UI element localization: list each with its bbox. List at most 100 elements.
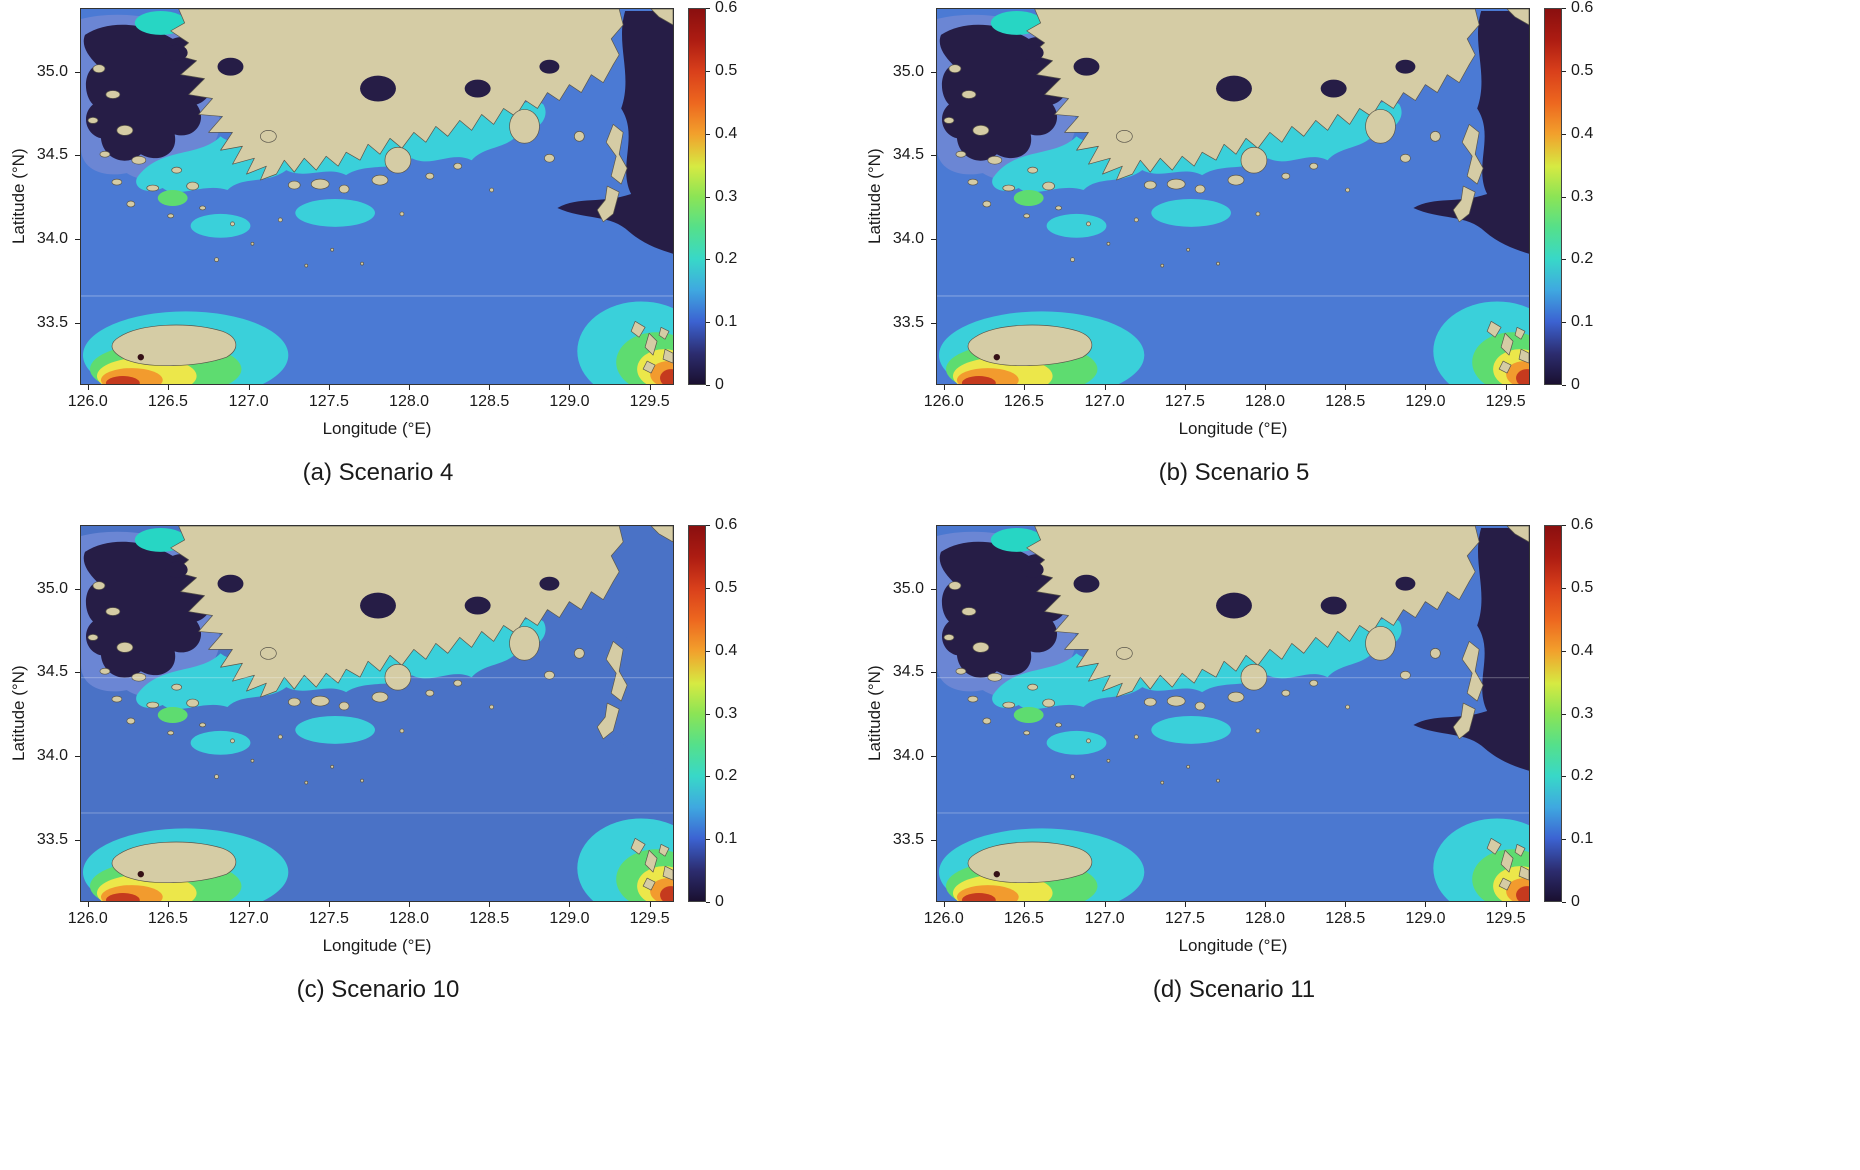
panel-caption: (b) Scenario 5	[1158, 459, 1310, 486]
colorbar-tick: 0.1	[705, 830, 738, 848]
x-axis-ticks: 126.0 126.5 127.0 127.5 128.0 128.5 129.…	[924, 902, 1530, 932]
y-tick: 34.0	[36, 230, 81, 248]
colorbar-tick: 0.3	[1561, 704, 1594, 722]
colorbar-tick: 0.2	[705, 250, 738, 268]
contour-map-scenario-11	[936, 525, 1530, 902]
colorbar-tick: 0.4	[705, 124, 738, 142]
x-tick: 129.5	[1485, 902, 1526, 927]
colorbar-tick: 0.1	[1561, 313, 1594, 331]
x-tick: 127.0	[228, 902, 269, 927]
x-tick: 128.0	[1245, 385, 1286, 410]
panel-caption: (a) Scenario 4	[302, 459, 454, 486]
panel-caption: (c) Scenario 10	[296, 976, 460, 1003]
figure-grid: Latitude (°N) 35.0 34.5 34.0 33.5 0.6 0.…	[6, 0, 1860, 1018]
y-tick: 33.5	[892, 314, 937, 332]
x-axis-label: Longitude (°E)	[1178, 419, 1288, 438]
x-tick: 128.5	[1325, 902, 1366, 927]
map-canvas	[81, 526, 673, 901]
colorbar-tick: 0.2	[1561, 767, 1594, 785]
contour-map-scenario-10	[80, 525, 674, 902]
colorbar-tick: 0.6	[1561, 516, 1594, 533]
panel-scenario-4: Latitude (°N) 35.0 34.5 34.0 33.5 0.6 0.…	[6, 0, 746, 501]
colorbar-tick: 0.2	[705, 767, 738, 785]
contour-map-scenario-5	[936, 8, 1530, 385]
y-tick: 35.0	[36, 580, 81, 598]
panel-scenario-5: Latitude (°N) 35.0 34.5 34.0 33.5 0.6 0.…	[862, 0, 1602, 501]
colorbar-ticks: 0.6 0.5 0.4 0.3 0.2 0.1 0	[1561, 0, 1606, 393]
colorbar-tick: 0.5	[1561, 578, 1594, 596]
x-tick: 126.5	[1003, 385, 1044, 410]
map-canvas	[937, 526, 1529, 901]
x-tick: 128.0	[389, 385, 430, 410]
y-tick: 33.5	[36, 831, 81, 849]
y-tick: 35.0	[892, 580, 937, 598]
x-tick: 126.0	[67, 385, 108, 410]
y-tick: 33.5	[892, 831, 937, 849]
x-tick: 127.5	[1164, 385, 1205, 410]
y-tick: 35.0	[36, 63, 81, 81]
x-axis-label: Longitude (°E)	[322, 936, 432, 955]
x-tick: 126.0	[67, 902, 108, 927]
x-axis-ticks: 126.0 126.5 127.0 127.5 128.0 128.5 129.…	[68, 385, 674, 415]
colorbar-tick: 0.4	[1561, 641, 1594, 659]
x-tick: 126.5	[1003, 902, 1044, 927]
y-tick: 34.5	[36, 146, 81, 164]
x-tick: 129.0	[1405, 385, 1446, 410]
y-tick: 33.5	[36, 314, 81, 332]
x-tick: 129.0	[549, 385, 590, 410]
colorbar-tick: 0.6	[1561, 0, 1594, 16]
y-tick: 34.0	[36, 747, 81, 765]
colorbar-tick: 0.1	[705, 313, 738, 331]
colorbar-ticks: 0.6 0.5 0.4 0.3 0.2 0.1 0	[705, 516, 750, 910]
map-canvas	[81, 9, 673, 384]
x-tick: 126.5	[147, 902, 188, 927]
x-tick: 129.0	[1405, 902, 1446, 927]
x-tick: 129.0	[549, 902, 590, 927]
y-tick: 34.0	[892, 230, 937, 248]
x-tick: 127.0	[228, 385, 269, 410]
x-tick: 126.0	[923, 385, 964, 410]
panel-scenario-10: Latitude (°N) 35.0 34.5 34.0 33.5 0.6 0.…	[6, 516, 746, 1018]
colorbar	[1544, 8, 1562, 385]
colorbar-tick: 0.5	[705, 61, 738, 79]
y-tick: 34.5	[892, 146, 937, 164]
y-tick: 34.5	[892, 663, 937, 681]
colorbar-tick: 0	[706, 376, 724, 393]
colorbar-tick: 0.6	[705, 516, 738, 533]
y-axis-label: Latitude (°N)	[865, 665, 884, 762]
colorbar-tick: 0.3	[705, 704, 738, 722]
x-tick: 128.5	[1325, 385, 1366, 410]
y-axis-label: Latitude (°N)	[9, 665, 28, 762]
panel-scenario-11: Latitude (°N) 35.0 34.5 34.0 33.5 0.6 0.…	[862, 516, 1602, 1018]
colorbar-ticks: 0.6 0.5 0.4 0.3 0.2 0.1 0	[705, 0, 750, 393]
colorbar-ticks: 0.6 0.5 0.4 0.3 0.2 0.1 0	[1561, 516, 1606, 910]
colorbar-tick: 0.2	[1561, 250, 1594, 268]
colorbar-tick: 0.6	[705, 0, 738, 16]
y-axis-label: Latitude (°N)	[9, 148, 28, 245]
x-tick: 128.5	[469, 385, 510, 410]
y-axis-ticks: 35.0 34.5 34.0 33.5	[32, 8, 81, 385]
y-axis-ticks: 35.0 34.5 34.0 33.5	[888, 8, 937, 385]
x-axis-label: Longitude (°E)	[1178, 936, 1288, 955]
colorbar-tick: 0.5	[1561, 61, 1594, 79]
x-tick: 129.5	[1485, 385, 1526, 410]
x-tick: 129.5	[629, 902, 670, 927]
colorbar-tick: 0.3	[705, 187, 738, 205]
y-tick: 34.5	[36, 663, 81, 681]
x-axis-ticks: 126.0 126.5 127.0 127.5 128.0 128.5 129.…	[68, 902, 674, 932]
x-tick: 127.0	[1084, 385, 1125, 410]
x-tick: 127.0	[1084, 902, 1125, 927]
y-axis-ticks: 35.0 34.5 34.0 33.5	[32, 525, 81, 902]
y-axis-label: Latitude (°N)	[865, 148, 884, 245]
colorbar-tick: 0	[1562, 893, 1580, 910]
x-tick: 126.0	[923, 902, 964, 927]
contour-map-scenario-4	[80, 8, 674, 385]
colorbar-tick: 0.4	[705, 641, 738, 659]
panel-caption: (d) Scenario 11	[1152, 976, 1316, 1003]
colorbar-tick: 0.1	[1561, 830, 1594, 848]
colorbar-tick: 0.3	[1561, 187, 1594, 205]
colorbar	[1544, 525, 1562, 902]
y-axis-ticks: 35.0 34.5 34.0 33.5	[888, 525, 937, 902]
y-tick: 35.0	[892, 63, 937, 81]
x-tick: 127.5	[308, 385, 349, 410]
